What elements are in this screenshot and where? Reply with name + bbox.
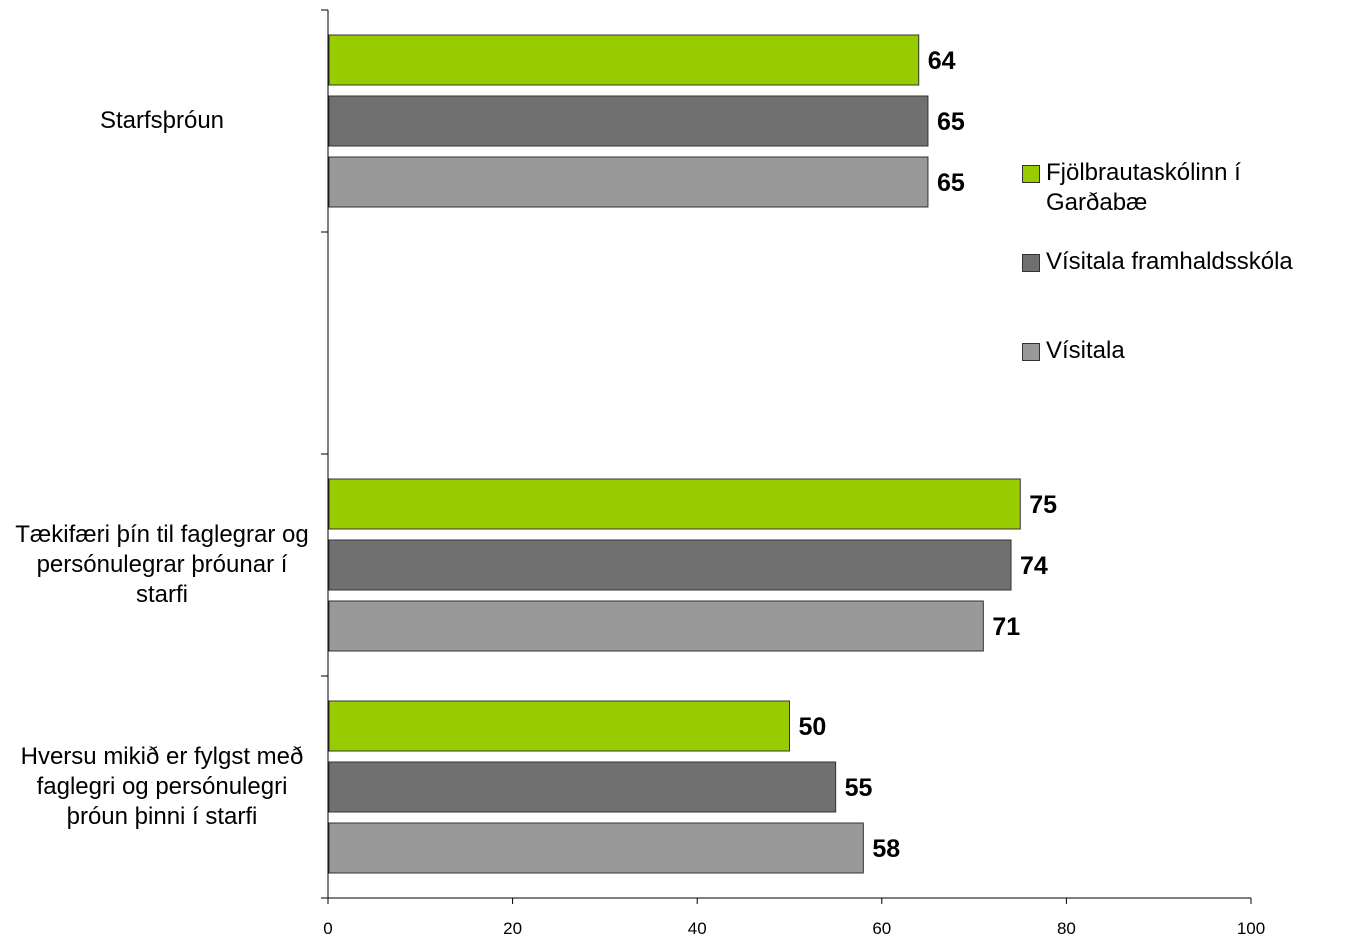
x-tick-label: 20 [503,919,522,937]
legend-swatch [1022,343,1040,361]
category-label: Tækifæri þín til faglegrar og persónuleg… [15,521,309,608]
bar-value-label: 58 [872,835,900,863]
legend-swatch [1022,254,1040,272]
bar [328,34,920,86]
bar-value-label: 75 [1029,491,1057,519]
bar [328,95,929,147]
legend-item: Vísitala [1022,336,1346,366]
legend-swatch [1022,165,1040,183]
bar [328,156,929,208]
legend-label: Vísitala framhaldsskóla [1046,248,1293,275]
bar [328,539,1012,591]
bar [328,600,984,652]
bar-value-label: 50 [799,713,827,741]
bar [328,700,790,752]
bar-value-label: 64 [928,47,956,75]
bar-value-label: 65 [937,108,965,136]
x-tick-label: 0 [323,919,332,937]
category-label: Hversu mikið er fylgst með faglegri og p… [20,743,304,830]
x-tick-label: 60 [872,919,891,937]
legend-label: Fjölbrautaskólinn í Garðabæ [1046,159,1241,216]
legend-item: Vísitala framhaldsskóla [1022,247,1346,277]
x-tick-label: 80 [1057,919,1076,937]
bar-value-label: 55 [845,774,873,802]
bar [328,478,1021,530]
bar [328,822,864,874]
bar-value-label: 71 [992,613,1020,641]
x-tick-label: 100 [1237,919,1265,937]
bar-value-label: 65 [937,169,965,197]
x-tick-label: 40 [688,919,707,937]
legend-label: Vísitala [1046,337,1125,364]
legend-item: Fjölbrautaskólinn í Garðabæ [1022,158,1346,218]
bar-value-label: 74 [1020,552,1048,580]
category-label: Starfsþróun [99,107,225,134]
bar [328,761,837,813]
